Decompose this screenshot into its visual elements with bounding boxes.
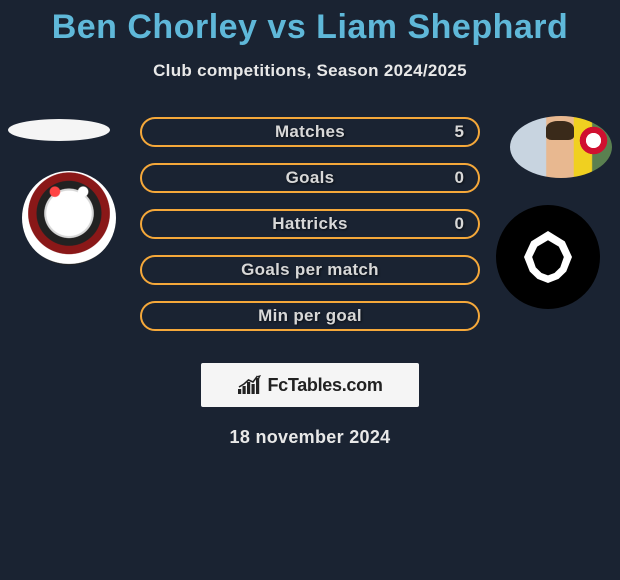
- stat-label: Goals: [286, 168, 335, 188]
- player-right-avatar: [510, 116, 612, 178]
- player-left-avatar: [8, 119, 110, 141]
- stat-row: Goals 0: [140, 163, 480, 193]
- stat-value-right: 0: [455, 214, 464, 234]
- subtitle: Club competitions, Season 2024/2025: [0, 61, 620, 81]
- date-label: 18 november 2024: [0, 427, 620, 448]
- stat-row: Matches 5: [140, 117, 480, 147]
- stat-label: Hattricks: [272, 214, 347, 234]
- stat-label: Matches: [275, 122, 345, 142]
- stat-label: Min per goal: [258, 306, 362, 326]
- stat-value-right: 5: [455, 122, 464, 142]
- comparison-card: Ben Chorley vs Liam Shephard Club compet…: [0, 0, 620, 448]
- bar-chart-icon: [237, 375, 263, 395]
- club-right-badge: [496, 205, 600, 309]
- stat-row: Min per goal: [140, 301, 480, 331]
- stat-row: Goals per match: [140, 255, 480, 285]
- club-left-badge: [22, 171, 116, 265]
- stat-value-right: 0: [455, 168, 464, 188]
- stats-list: Matches 5 Goals 0 Hattricks 0 Goals per …: [140, 117, 480, 347]
- brand-text: FcTables.com: [267, 375, 382, 396]
- page-title: Ben Chorley vs Liam Shephard: [0, 8, 620, 47]
- stat-label: Goals per match: [241, 260, 379, 280]
- main-area: Matches 5 Goals 0 Hattricks 0 Goals per …: [0, 111, 620, 351]
- brand-badge: FcTables.com: [201, 363, 419, 407]
- stat-row: Hattricks 0: [140, 209, 480, 239]
